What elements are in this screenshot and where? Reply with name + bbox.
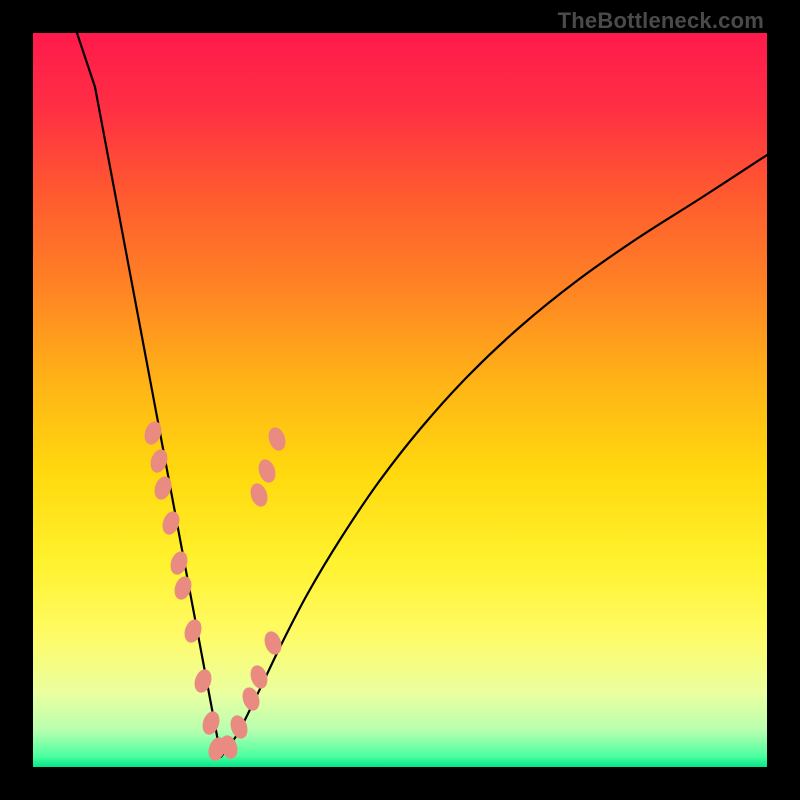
gradient-background (33, 33, 767, 767)
plot-area (33, 33, 767, 767)
chart-frame: TheBottleneck.com (0, 0, 800, 800)
bottleneck-curve-chart (33, 33, 767, 767)
watermark-text: TheBottleneck.com (558, 8, 764, 34)
